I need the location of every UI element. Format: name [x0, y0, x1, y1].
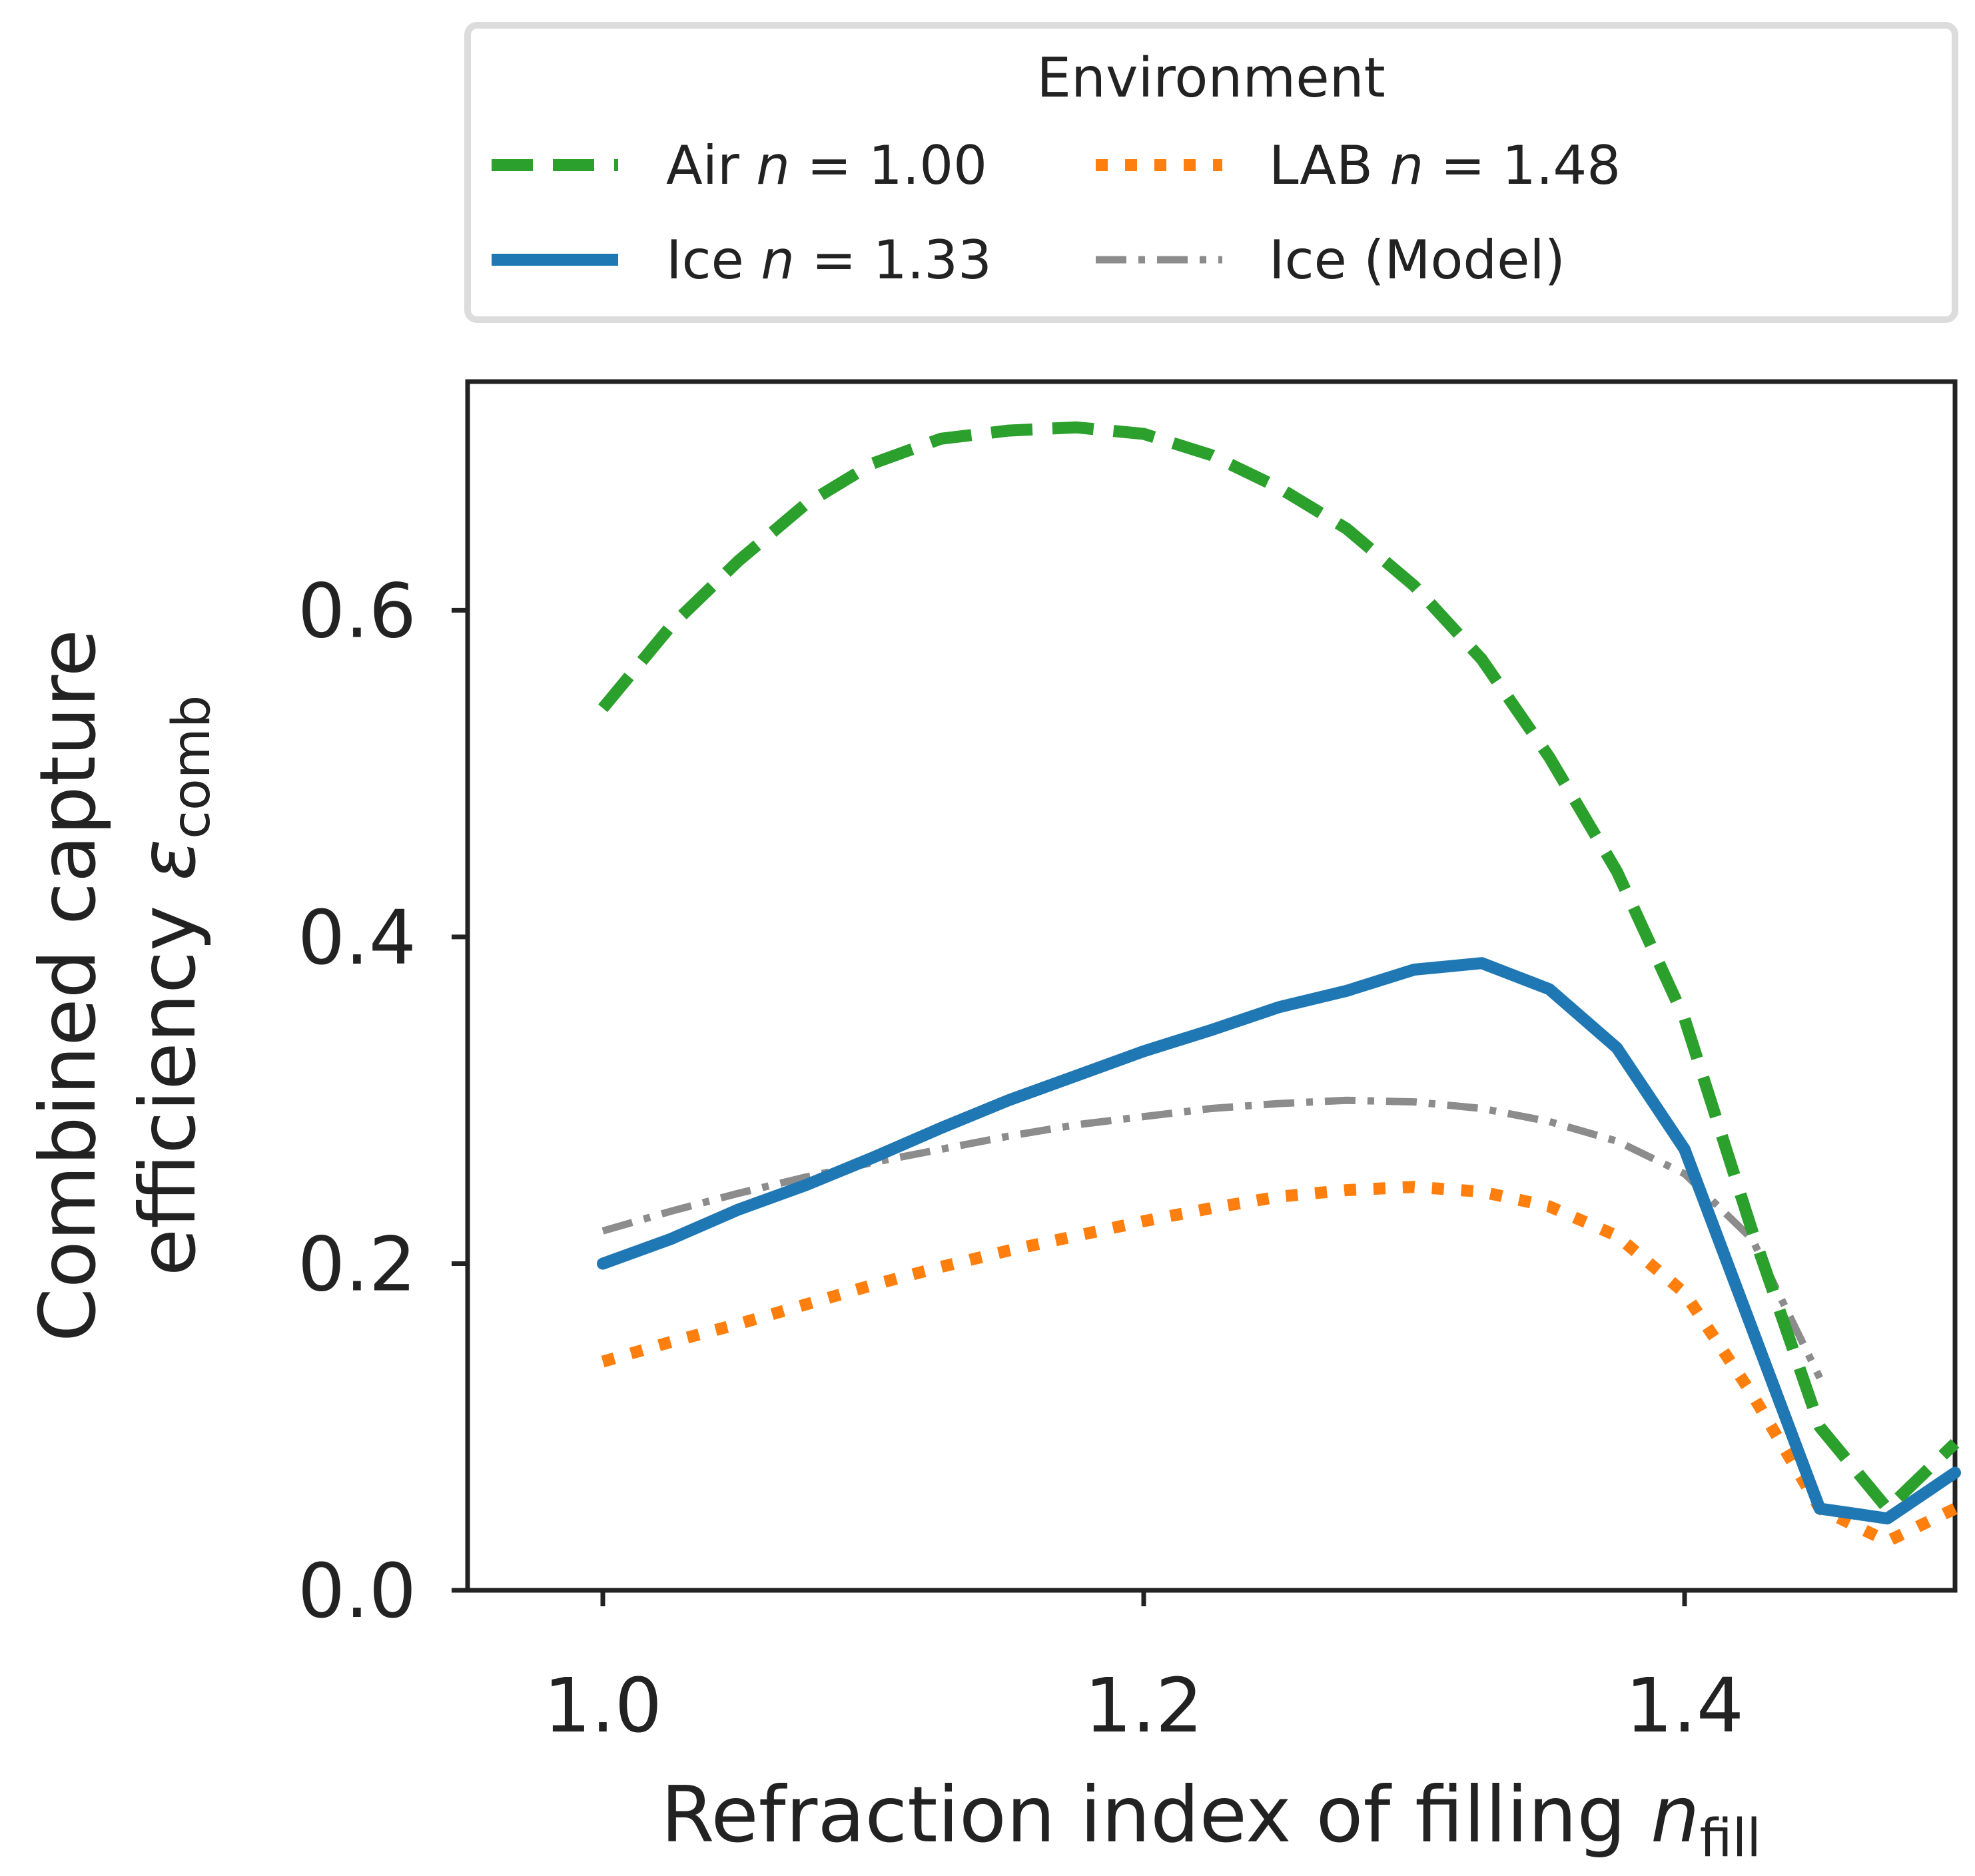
y-axis-title-subscript: comb: [162, 695, 222, 839]
x-tick-label: 1.2: [1084, 1663, 1203, 1749]
series-line-lab: [601, 1181, 1958, 1548]
y-axis-title: Combined capture efficiency εcomb: [23, 629, 222, 1342]
y-axis-title-line2-main: efficiency: [123, 881, 213, 1277]
series-line-ice: [597, 957, 1961, 1525]
x-tick-label: 1.0: [544, 1663, 662, 1749]
y-axis-ticks: 0.0 0.2 0.4 0.6: [298, 568, 468, 1635]
y-tick-label: 0.0: [298, 1548, 416, 1635]
legend-label-ice-model: Ice (Model): [1269, 229, 1565, 291]
plot-frame: [465, 379, 1958, 1593]
legend-entries: Air n = 1.00 LAB n = 1.48 Ice n = 1.33 Ice …: [492, 135, 1621, 291]
series-line-ice-model: [601, 1096, 1823, 1380]
legend-frame: [464, 22, 1958, 323]
x-axis-title-main: Refraction index of filling: [661, 1770, 1651, 1860]
legend: Environment Air n = 1.00 LAB n = 1.48 Ice …: [464, 22, 1958, 323]
y-tick-label: 0.6: [298, 568, 416, 655]
x-tick-label: 1.4: [1625, 1663, 1744, 1749]
y-tick-label: 0.4: [298, 895, 416, 982]
series-layer: [597, 421, 1961, 1548]
y-axis-title-line1: Combined capture: [23, 629, 113, 1342]
x-axis-title: Refraction index of filling nfill: [661, 1770, 1761, 1869]
y-axis-title-line2: efficiency εcomb: [123, 695, 222, 1277]
x-axis-ticks: 1.0 1.2 1.4: [544, 1590, 1744, 1749]
y-axis-title-symbol: ε: [123, 839, 213, 881]
series-line-air: [598, 421, 1960, 1515]
legend-label-air: Air n = 1.00: [666, 135, 987, 196]
x-axis-title-subscript: fill: [1699, 1809, 1761, 1869]
legend-label-lab: LAB n = 1.48: [1269, 135, 1621, 196]
legend-label-ice: Ice n = 1.33: [666, 229, 992, 291]
x-axis-title-symbol: n: [1651, 1770, 1700, 1860]
y-tick-label: 0.2: [298, 1221, 416, 1308]
legend-title: Environment: [1036, 47, 1385, 110]
